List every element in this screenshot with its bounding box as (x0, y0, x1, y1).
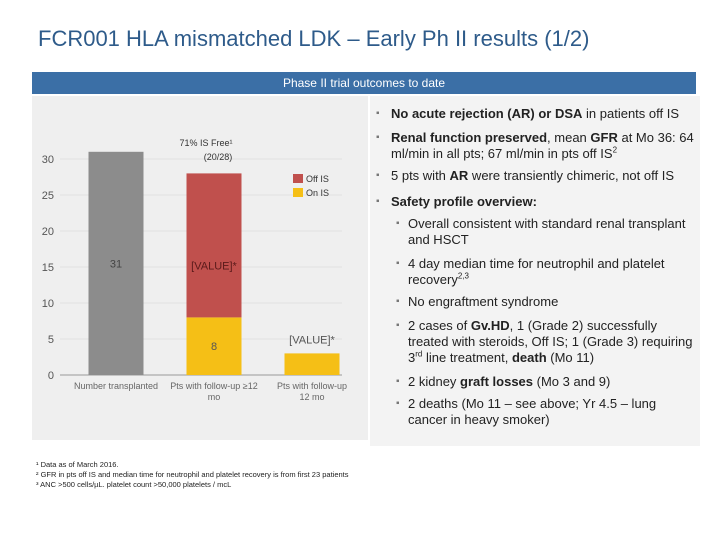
sub-bullet-item: ▪ 4 day median time for neutrophil and pl… (396, 256, 696, 288)
sub-bullet-item: ▪ No engraftment syndrome (396, 294, 696, 310)
y-tick-label: 20 (42, 226, 54, 238)
bullet-text: Overall consistent with standard renal t… (408, 216, 686, 247)
section-banner: Phase II trial outcomes to date (32, 72, 696, 94)
footnotes: ¹ Data as of March 2016. ² GFR in pts of… (36, 460, 349, 490)
bullet-marker: ▪ (376, 108, 380, 119)
bar-chart: 0 5 10 15 20 25 30 31 8 [VALUE]* [VALUE]* Number tr… (42, 138, 347, 402)
sub-bullet-item: ▪ 2 cases of Gv.HD, 1 (Grade 2) successfu… (396, 318, 696, 366)
bullet-text: Renal function preserved, mean GFR at Mo… (391, 130, 694, 161)
y-tick-label: 30 (42, 154, 54, 166)
bullet-marker: ▪ (376, 170, 380, 181)
bar-segment (284, 353, 340, 375)
bullet-item: ▪ Renal function preserved, mean GFR at M… (376, 130, 698, 162)
y-tick-label: 25 (42, 190, 54, 202)
x-tick-label: mo (208, 392, 221, 402)
bar-value-label: [VALUE]* (191, 260, 237, 272)
x-tick-label: 12 mo (299, 392, 324, 402)
bar-segment (88, 151, 144, 375)
annotation-label: 71% IS Free¹ (179, 138, 232, 148)
bullet-text: No acute rejection (AR) or DSA in patien… (391, 106, 680, 121)
outcomes-panel: ▪ No acute rejection (AR) or DSA in patie… (370, 96, 700, 446)
bullet-text: 2 cases of Gv.HD, 1 (Grade 2) successful… (408, 318, 693, 365)
annotation-label: (20/28) (204, 152, 233, 162)
y-tick-label: 0 (48, 370, 54, 382)
y-tick-label: 15 (42, 262, 54, 274)
bullet-marker: ▪ (396, 398, 400, 409)
bullet-marker: ▪ (376, 196, 380, 207)
y-tick-label: 5 (48, 334, 54, 346)
footnote: ¹ Data as of March 2016. (36, 460, 119, 469)
chart-panel: 0 5 10 15 20 25 30 31 8 [VALUE]* [VALUE]* Number tr… (32, 96, 368, 440)
sub-bullet-item: ▪ Overall consistent with standard renal … (396, 216, 696, 248)
bullet-text: 2 kidney graft losses (Mo 3 and 9) (408, 374, 611, 389)
bullet-marker: ▪ (396, 218, 400, 229)
bullet-text: No engraftment syndrome (408, 294, 559, 309)
footnote: ³ ANC >500 cells/µL. platelet count >50,… (36, 480, 232, 489)
slide-title: FCR001 HLA mismatched LDK – Early Ph II … (38, 26, 590, 51)
bar-segment (186, 317, 242, 375)
bullet-marker: ▪ (396, 258, 400, 269)
bar-value-label: 31 (110, 258, 122, 270)
bar-segment (186, 173, 242, 318)
legend-label: On IS (306, 188, 329, 198)
footnote: ² GFR in pts off IS and median time for … (36, 470, 349, 479)
bullet-text: 4 day median time for neutrophil and pla… (408, 256, 665, 287)
bullet-item: ▪ No acute rejection (AR) or DSA in patie… (376, 106, 698, 122)
bullet-text: Safety profile overview: (391, 194, 537, 209)
bar-value-label: [VALUE]* (289, 334, 335, 346)
x-tick-label: Number transplanted (74, 381, 158, 391)
x-tick-label: Pts with follow-up ≥12 (170, 381, 257, 391)
bullet-marker: ▪ (396, 376, 400, 387)
sub-bullet-item: ▪ 2 kidney graft losses (Mo 3 and 9) (396, 374, 696, 390)
x-tick-label: Pts with follow-up (277, 381, 347, 391)
bullet-item: ▪ Safety profile overview: (376, 194, 698, 210)
y-tick-label: 10 (42, 298, 54, 310)
bullet-marker: ▪ (396, 320, 400, 331)
bullet-marker: ▪ (376, 132, 380, 143)
legend-swatch (293, 188, 303, 197)
bar-value-label: 8 (211, 341, 217, 353)
sub-bullet-item: ▪ 2 deaths (Mo 11 – see above; Yr 4.5 – l… (396, 396, 696, 428)
bullet-item: ▪ 5 pts with AR were transiently chimeric… (376, 168, 698, 184)
legend-swatch (293, 174, 303, 183)
bullet-marker: ▪ (396, 296, 400, 307)
bullet-text: 5 pts with AR were transiently chimeric,… (391, 168, 674, 183)
bullet-text: 2 deaths (Mo 11 – see above; Yr 4.5 – lu… (408, 396, 657, 427)
legend-label: Off IS (306, 174, 329, 184)
